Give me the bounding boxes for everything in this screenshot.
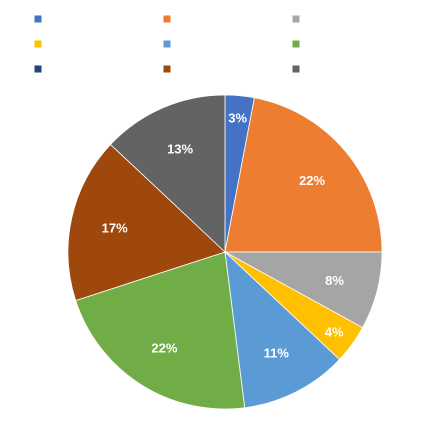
pie-slices — [67, 94, 383, 410]
pie-slice-7 — [67, 143, 226, 302]
pie-data-label-7: 17% — [102, 220, 128, 235]
pie-slice-8 — [109, 94, 226, 253]
legend-marker-8 — [163, 65, 171, 73]
legend-marker-6 — [292, 40, 300, 48]
pie-data-labels: 3% 22% 8% 4% 11% 22% 17% 13% — [102, 111, 345, 361]
pie-slice-5 — [224, 250, 341, 409]
pie-data-label-6: 22% — [151, 340, 177, 355]
legend-marker-2 — [163, 15, 171, 23]
pie-data-label-4: 4% — [325, 324, 344, 339]
legend-marker-3 — [292, 15, 300, 23]
legend — [34, 15, 300, 73]
pie-slice-2 — [224, 97, 383, 253]
pie-data-label-8: 13% — [167, 141, 193, 156]
legend-marker-1 — [34, 15, 42, 23]
pie-data-label-3: 8% — [325, 273, 344, 288]
pie-data-label-2: 22% — [299, 173, 325, 188]
pie-data-label-5: 11% — [264, 346, 290, 361]
legend-marker-4 — [34, 40, 42, 48]
legend-marker-7 — [34, 65, 42, 73]
legend-marker-9 — [292, 65, 300, 73]
pie-slice-6 — [75, 251, 246, 410]
pie-data-label-1: 3% — [228, 111, 247, 126]
legend-marker-5 — [163, 40, 171, 48]
